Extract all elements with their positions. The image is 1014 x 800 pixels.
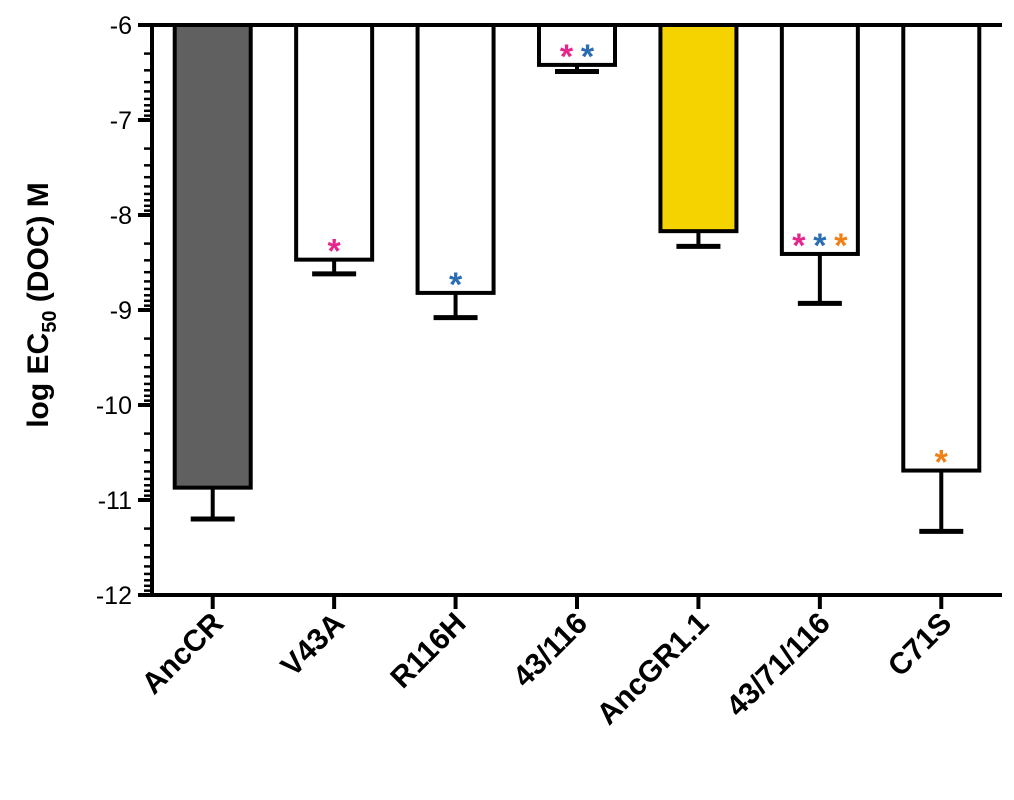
bar-R116H [415, 23, 496, 295]
y-axis: -6 -7 -8 -9 -10 -11 -12 [96, 12, 154, 610]
bar-V43A [294, 23, 375, 262]
y-tick-label: -9 [110, 297, 132, 325]
y-tick-label: -8 [110, 202, 132, 230]
y-tick-label: -7 [110, 107, 132, 135]
y-tick-label: -12 [96, 582, 132, 610]
x-tick-label: R116H [384, 607, 472, 695]
significance-star: * [328, 233, 342, 271]
significance-star: * [792, 227, 806, 265]
bar-C71S [901, 23, 982, 473]
significance-star: * [834, 227, 848, 265]
x-tick-label: C71S [882, 607, 958, 683]
significance-star: * [813, 227, 827, 265]
significance-star: * [935, 444, 949, 482]
x-tick-label: 43/71/116 [720, 607, 837, 724]
bar-AncGR1.1 [658, 23, 739, 234]
x-tick-label: AncCR [136, 606, 230, 700]
y-tick-label: -10 [96, 392, 132, 420]
significance-star: * [449, 266, 463, 304]
y-axis-label: log EC50 (DOC) M [22, 182, 61, 428]
bar-43/116 [537, 23, 617, 67]
bars: *** ** * ** [152, 23, 1002, 534]
x-tick-label: AncGR1.1 [591, 607, 716, 732]
x-tick-label: V43A [275, 607, 351, 683]
y-axis-label-suffix: (DOC) M [22, 182, 55, 310]
y-axis-label-prefix: log EC [22, 333, 55, 428]
bar-AncCR [172, 23, 253, 490]
x-tick-label: 43/116 [507, 607, 594, 694]
y-axis-label-subscript: 50 [39, 311, 61, 333]
y-tick-label: -6 [110, 12, 132, 40]
significance-star: * [560, 38, 574, 76]
significance-star: * [581, 38, 595, 76]
y-tick-label: -11 [98, 487, 132, 515]
bar-43/71/116 [779, 23, 860, 256]
